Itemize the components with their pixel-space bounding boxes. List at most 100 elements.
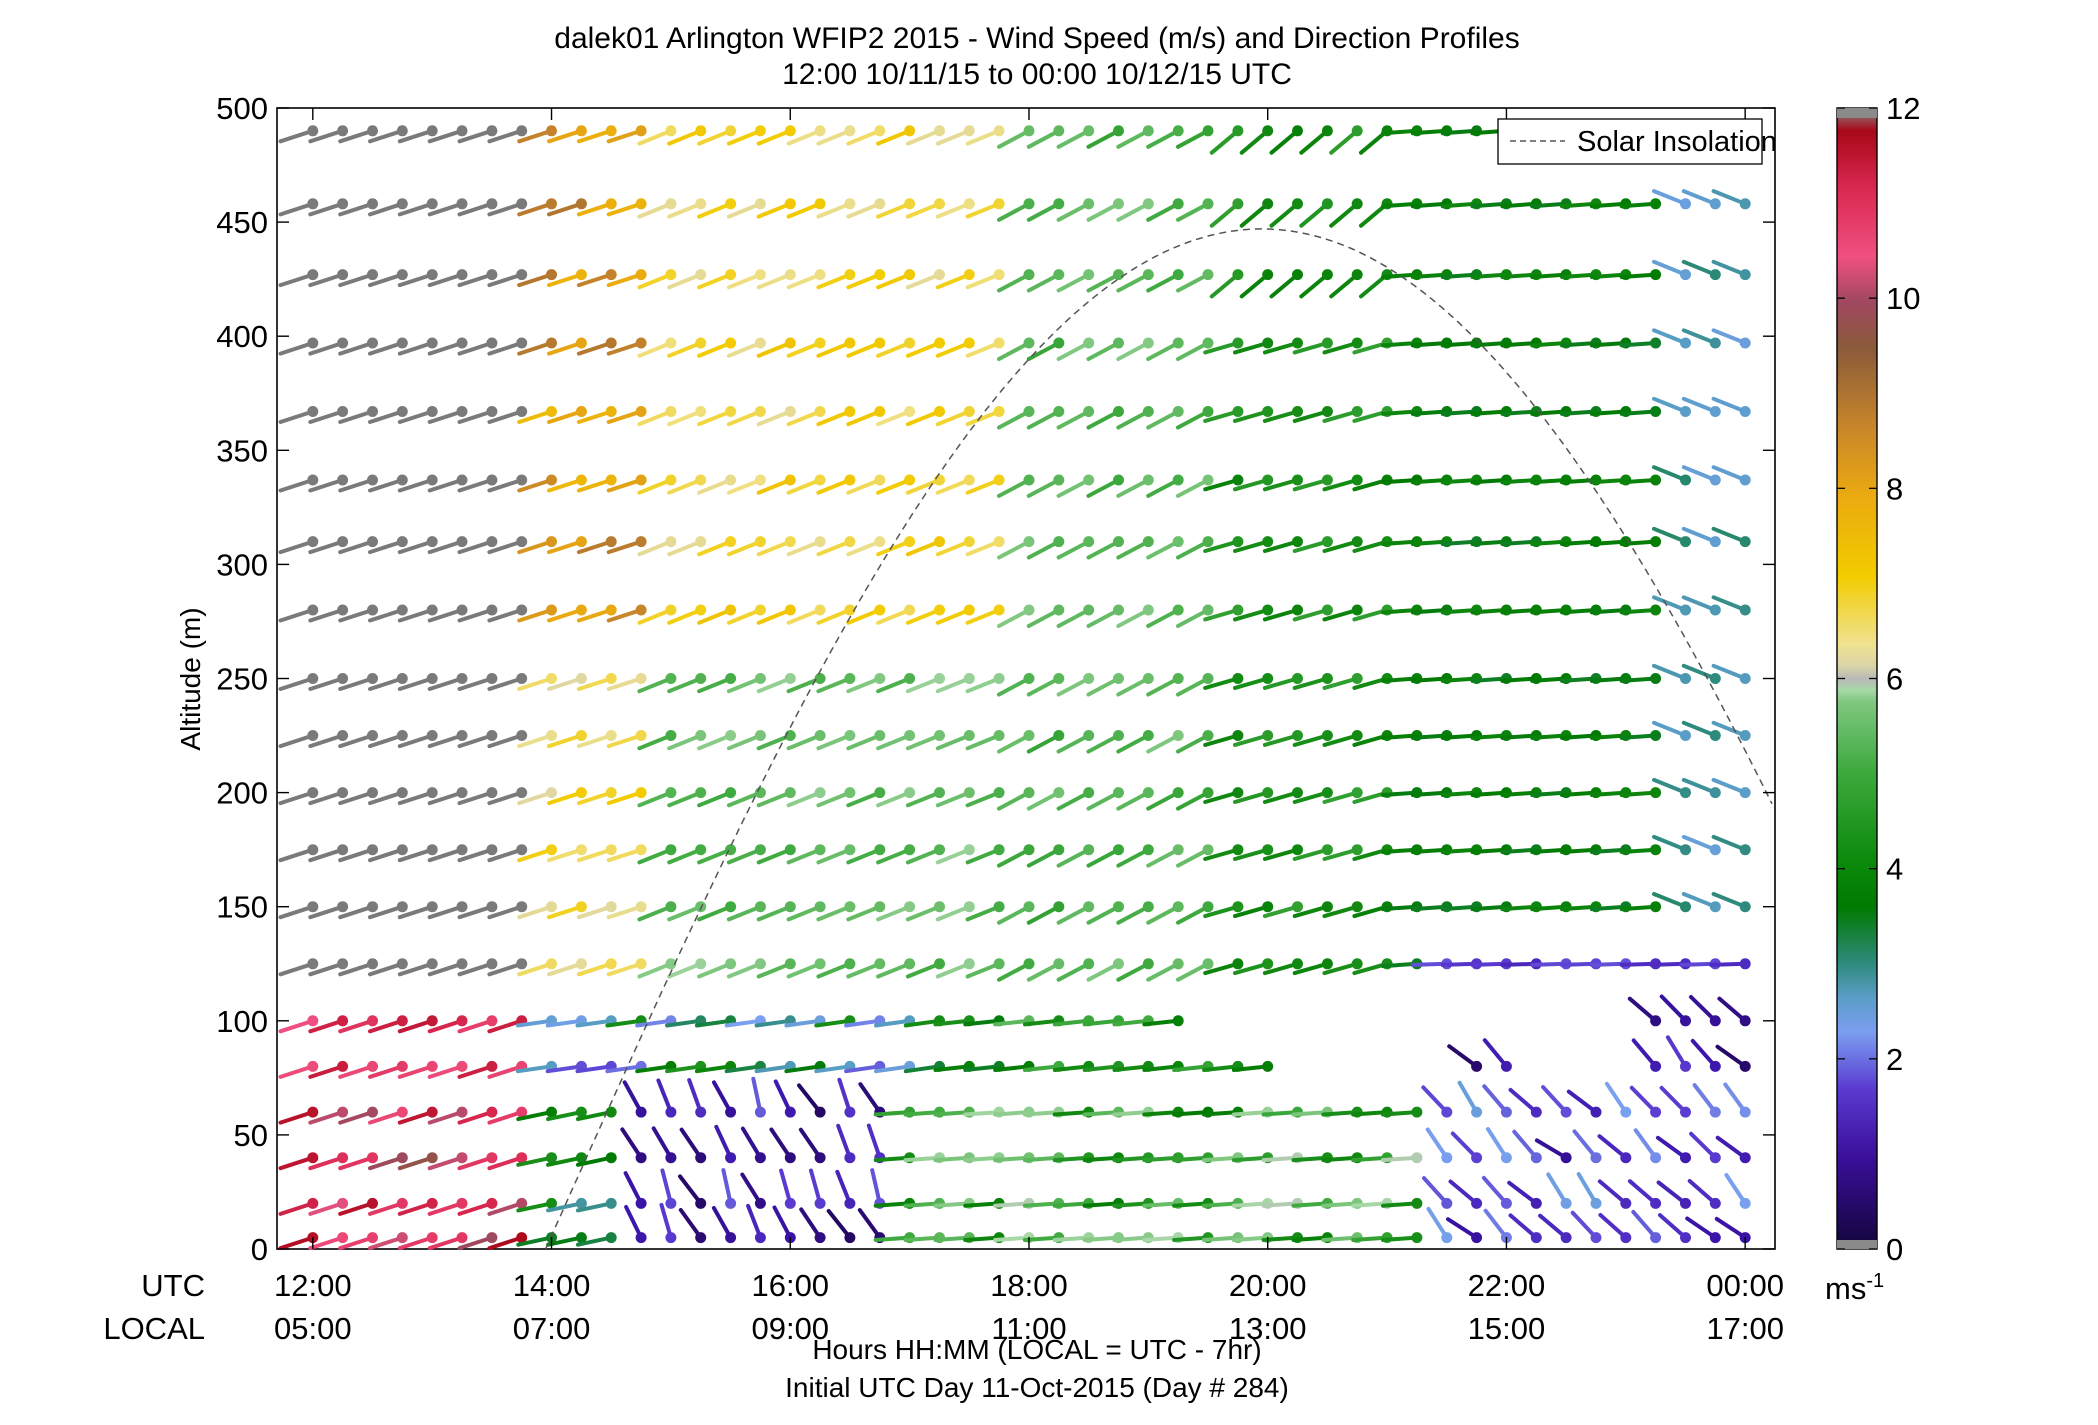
wind-barb bbox=[697, 198, 737, 219]
wind-barb bbox=[1422, 1176, 1453, 1209]
wind-barb bbox=[935, 125, 975, 146]
wind-barb bbox=[576, 844, 617, 863]
wind-barb bbox=[1086, 198, 1124, 222]
wind-barb bbox=[278, 1015, 319, 1034]
x-axis-sublabel: Initial UTC Day 11-Oct-2015 (Day # 284) bbox=[785, 1372, 1289, 1403]
wind-barb bbox=[487, 604, 528, 623]
wind-barb bbox=[1322, 958, 1363, 976]
x-tick-label-local: 17:00 bbox=[1706, 1311, 1784, 1346]
wind-barb bbox=[1026, 604, 1065, 628]
wind-barb bbox=[1116, 787, 1154, 811]
wind-barb bbox=[516, 1152, 557, 1167]
wind-barb bbox=[1262, 536, 1303, 553]
wind-barb bbox=[935, 474, 975, 495]
wind-barb bbox=[308, 337, 349, 356]
wind-barb bbox=[1146, 536, 1184, 560]
wind-barb bbox=[1541, 1085, 1572, 1118]
wind-barb bbox=[1146, 673, 1184, 697]
wind-barb bbox=[308, 1232, 349, 1251]
wind-barb bbox=[1262, 337, 1303, 355]
wind-barb bbox=[816, 844, 856, 865]
wind-barb bbox=[1233, 536, 1274, 553]
wind-barb bbox=[517, 337, 557, 356]
wind-barb bbox=[726, 958, 766, 979]
wind-barb bbox=[756, 604, 796, 625]
wind-barb bbox=[546, 1197, 587, 1213]
wind-barb bbox=[338, 125, 378, 144]
colorbar-bottom-cap bbox=[1837, 1240, 1877, 1249]
wind-barb bbox=[427, 1152, 468, 1171]
wind-barb bbox=[427, 337, 468, 356]
wind-barb bbox=[368, 901, 408, 920]
wind-barb bbox=[427, 787, 468, 806]
wind-barb bbox=[846, 406, 886, 427]
wind-barb bbox=[1026, 901, 1065, 925]
wind-barb bbox=[1146, 787, 1184, 811]
wind-barb bbox=[1176, 125, 1214, 149]
wind-barb bbox=[487, 1232, 528, 1251]
wind-barb bbox=[1262, 673, 1303, 690]
wind-barb bbox=[637, 673, 677, 694]
wind-barb bbox=[697, 901, 737, 922]
wind-barb bbox=[517, 901, 557, 920]
wind-barb bbox=[368, 844, 408, 863]
wind-barb bbox=[846, 844, 886, 865]
wind-barb bbox=[1652, 892, 1691, 913]
x-tick-label-utc: 22:00 bbox=[1468, 1268, 1546, 1303]
wind-barb bbox=[1292, 474, 1333, 492]
wind-barb bbox=[1233, 958, 1274, 976]
wind-barb bbox=[1086, 406, 1124, 430]
wind-barb bbox=[1656, 1180, 1691, 1209]
wind-barb bbox=[397, 1106, 438, 1125]
wind-barb bbox=[1597, 1134, 1632, 1164]
wind-barb bbox=[756, 474, 796, 495]
wind-barb bbox=[786, 269, 826, 290]
wind-barb bbox=[726, 198, 766, 219]
wind-barb bbox=[457, 787, 498, 806]
wind-barb bbox=[457, 198, 498, 217]
wind-barb bbox=[1176, 406, 1214, 430]
wind-barb bbox=[427, 474, 468, 493]
y-tick-label: 450 bbox=[216, 205, 268, 240]
y-tick-label: 150 bbox=[216, 890, 268, 925]
wind-barb bbox=[773, 1079, 796, 1118]
wind-barb bbox=[1239, 269, 1274, 299]
wind-barb bbox=[965, 673, 1005, 694]
wind-barb bbox=[756, 269, 796, 290]
wind-barb bbox=[935, 673, 975, 694]
wind-barb bbox=[487, 787, 528, 806]
wind-barb bbox=[965, 474, 1005, 495]
wind-barb bbox=[1481, 1175, 1512, 1209]
colorbar-ticks: 0 2 4 6 8 10 12 bbox=[1837, 91, 1920, 1267]
colorbar-unit: ms-1 bbox=[1825, 1270, 1884, 1306]
chart-subtitle: 12:00 10/11/15 to 00:00 10/12/15 UTC bbox=[782, 58, 1292, 91]
wind-barb bbox=[997, 604, 1035, 628]
wind-barb bbox=[905, 730, 945, 751]
y-tick-label: 100 bbox=[216, 1004, 268, 1039]
wind-barb bbox=[846, 604, 886, 625]
wind-barb bbox=[1086, 536, 1124, 560]
wind-barb bbox=[1508, 1213, 1542, 1244]
wind-barb bbox=[457, 1197, 498, 1216]
wind-barb bbox=[517, 604, 557, 623]
colorbar: 0 2 4 6 8 10 12 ms-1 bbox=[1825, 91, 1920, 1306]
wind-barb bbox=[1262, 730, 1303, 747]
wind-barb bbox=[606, 198, 647, 217]
wind-barb bbox=[1203, 406, 1244, 423]
wind-barb bbox=[368, 958, 408, 977]
wind-barb bbox=[797, 1083, 826, 1118]
wind-barb bbox=[1381, 1197, 1423, 1209]
wind-barb bbox=[1425, 1127, 1453, 1164]
y-tick-label: 0 bbox=[251, 1232, 268, 1267]
wind-barb bbox=[846, 958, 886, 979]
wind-barb bbox=[457, 1106, 498, 1125]
wind-barb bbox=[1299, 125, 1333, 155]
wind-barb bbox=[1681, 526, 1721, 548]
wind-barb bbox=[397, 787, 438, 806]
wind-barb bbox=[1681, 663, 1721, 684]
wind-barb bbox=[726, 125, 766, 146]
y-axis-label: Altitude (m) bbox=[175, 607, 206, 750]
wind-barb bbox=[1619, 198, 1662, 210]
wind-barb bbox=[756, 787, 796, 808]
wind-barb bbox=[308, 406, 349, 424]
